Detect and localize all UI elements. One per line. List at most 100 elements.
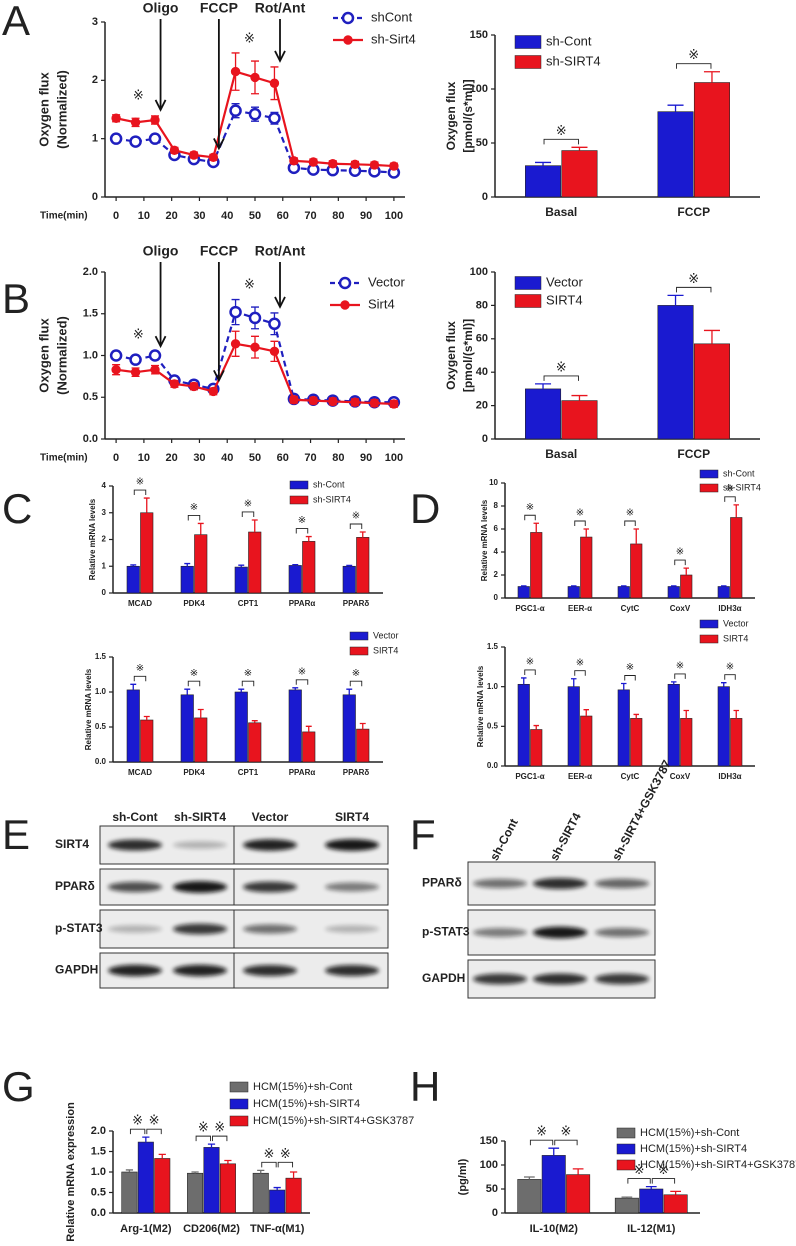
legend-label: sh-Sirt4 (371, 31, 416, 46)
bar (187, 1172, 204, 1214)
x-tick-label: CPT1 (238, 599, 259, 608)
x-tick-label: 100 (385, 452, 403, 464)
legend-swatch (616, 1159, 636, 1171)
significance-bracket (187, 680, 201, 687)
y-axis-label: Oxygen flux (36, 318, 51, 393)
y-axis-label: Relative mRNA levels (480, 499, 489, 581)
event-arrowhead (274, 50, 286, 63)
legend-swatch (699, 469, 719, 479)
error-bar (667, 104, 684, 112)
bar (288, 689, 302, 763)
legend-label: sh-SIRT4 (546, 53, 601, 68)
error-bar (683, 567, 689, 575)
blot-row-label: PPARδ (55, 879, 95, 893)
bar (730, 718, 743, 767)
x-tick-label: IDH3α (718, 772, 741, 781)
error-bar (130, 564, 137, 567)
significance-bracket (524, 514, 536, 521)
error-bar (197, 708, 204, 718)
significance-mark: ※ (626, 508, 634, 519)
error-bar (621, 682, 627, 690)
bar (517, 586, 530, 599)
bar (126, 689, 140, 763)
x-tick-label: MCAD (128, 599, 152, 608)
bar (140, 512, 154, 594)
x-tick-label: 90 (360, 210, 372, 222)
y-tick-label: 1.5 (487, 642, 499, 651)
significance-bracket (624, 675, 636, 681)
data-point (150, 364, 160, 375)
data-point (129, 135, 142, 148)
x-tick-label: EER-α (568, 604, 592, 613)
blot-band (173, 881, 227, 893)
error-bar (184, 562, 191, 567)
significance-bracket (674, 559, 686, 566)
y-tick-label: 4 (494, 547, 499, 556)
significance-mark: ※ (688, 271, 699, 286)
bar (137, 1141, 154, 1214)
y-tick-label: 2 (102, 535, 107, 544)
bar (248, 722, 262, 763)
bar (194, 534, 208, 594)
bar (566, 1174, 591, 1214)
blot-band (325, 882, 379, 892)
error-bar (143, 497, 150, 513)
bar (180, 565, 194, 594)
significance-bracket (212, 1135, 228, 1142)
legend-swatch (616, 1143, 636, 1155)
significance-bracket (349, 680, 363, 687)
x-tick-label: 20 (166, 210, 178, 222)
significance-mark: ※ (244, 277, 255, 292)
significance-mark: ※ (634, 1162, 645, 1177)
x-tick-label: 40 (221, 210, 233, 222)
x-tick-label: 70 (304, 210, 316, 222)
bar (140, 719, 154, 763)
x-tick-label: 0 (113, 452, 119, 464)
data-point (148, 349, 162, 362)
y-tick-label: 100 (470, 83, 488, 95)
data-point (269, 78, 280, 88)
bar (248, 531, 262, 594)
y-tick-label: 0.0 (83, 433, 98, 445)
bar (561, 400, 598, 440)
error-bar (238, 688, 245, 692)
data-point (369, 398, 380, 408)
y-axis-label: (pg/ml) (457, 1158, 469, 1195)
y-tick-label: 6 (494, 524, 499, 533)
error-bar (524, 1176, 535, 1180)
y-tick-label: 80 (476, 299, 488, 311)
y-axis-label: Oxygen flux (444, 81, 458, 150)
error-bar (305, 535, 312, 542)
error-bar (535, 161, 552, 166)
error-bar (583, 709, 589, 717)
significance-mark: ※ (190, 502, 198, 513)
bar (580, 715, 593, 767)
bar (657, 111, 694, 198)
error-bar (224, 1159, 232, 1164)
bar (614, 1197, 639, 1214)
y-tick-label: 1 (92, 133, 98, 145)
significance-bracket (133, 675, 147, 682)
error-bar (251, 720, 258, 723)
blot-band (108, 839, 162, 851)
data-point (350, 397, 360, 407)
x-tick-label: 80 (332, 210, 344, 222)
legend-marker (340, 300, 350, 310)
y-tick-label: 2.0 (83, 266, 98, 278)
error-bar (733, 504, 739, 518)
y-axis-label: Relative mRNA levels (84, 668, 93, 750)
data-point (269, 346, 280, 357)
error-bar (359, 531, 366, 538)
panel-label: E (2, 811, 30, 858)
x-tick-label: 30 (193, 452, 205, 464)
bar (219, 1163, 236, 1214)
y-tick-label: 150 (480, 1135, 498, 1147)
blot-column-label: Vector (252, 810, 289, 824)
bar (617, 689, 630, 767)
bar (517, 683, 530, 767)
significance-mark: ※ (726, 661, 734, 672)
bar (285, 1177, 302, 1214)
y-axis-label: Relative mRNA levels (476, 665, 485, 747)
y-axis-label: Oxygen flux (444, 321, 458, 390)
